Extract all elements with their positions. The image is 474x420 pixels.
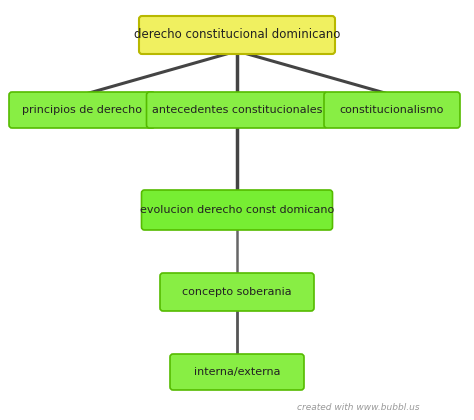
Text: evolucion derecho const domicano: evolucion derecho const domicano: [140, 205, 334, 215]
Text: derecho constitucional dominicano: derecho constitucional dominicano: [134, 29, 340, 42]
FancyBboxPatch shape: [146, 92, 328, 128]
FancyBboxPatch shape: [170, 354, 304, 390]
Text: created with www.bubbl.us: created with www.bubbl.us: [297, 403, 420, 412]
Text: antecedentes constitucionales: antecedentes constitucionales: [152, 105, 322, 115]
FancyBboxPatch shape: [324, 92, 460, 128]
Text: principios de derecho: principios de derecho: [22, 105, 142, 115]
FancyBboxPatch shape: [9, 92, 155, 128]
FancyBboxPatch shape: [160, 273, 314, 311]
Text: constitucionalismo: constitucionalismo: [340, 105, 444, 115]
FancyBboxPatch shape: [142, 190, 332, 230]
Text: interna/externa: interna/externa: [194, 367, 280, 377]
Text: concepto soberania: concepto soberania: [182, 287, 292, 297]
FancyBboxPatch shape: [139, 16, 335, 54]
